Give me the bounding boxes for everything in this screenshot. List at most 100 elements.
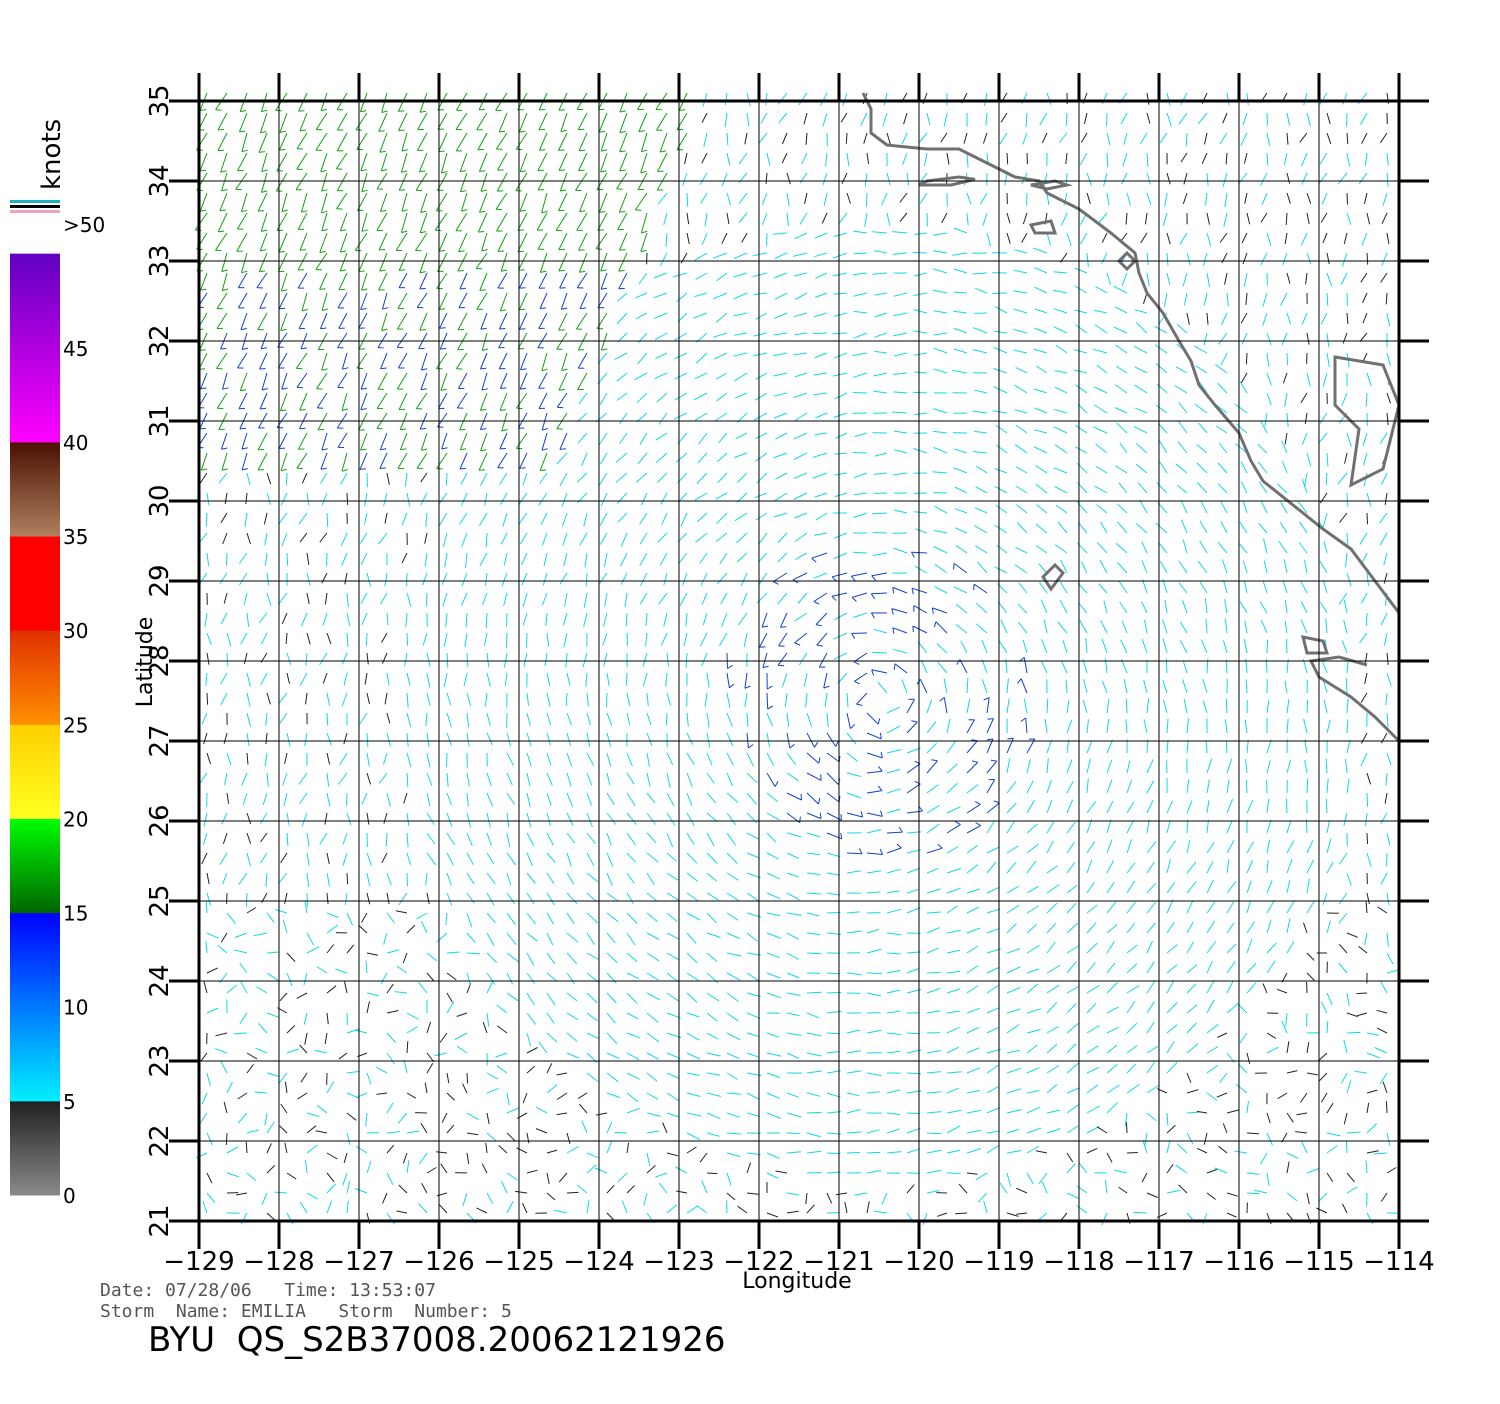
wind-vector (1067, 1126, 1078, 1133)
wind-vector (497, 173, 507, 191)
wind-vector (1347, 779, 1349, 793)
colorbar-band-25-30 (10, 630, 60, 725)
wind-vector (1367, 513, 1368, 524)
wind-vector (1047, 1066, 1059, 1073)
wind-barb (780, 627, 786, 628)
wind-vector (902, 133, 907, 144)
wind-vector (1307, 953, 1314, 960)
wind-vector (640, 533, 647, 544)
wind-vector (1107, 719, 1109, 733)
wind-vector (544, 553, 547, 566)
wind-vector (1187, 1112, 1200, 1113)
wind-vector (775, 253, 787, 259)
wind-vector (815, 433, 828, 435)
wind-vector (1215, 364, 1227, 373)
wind-vector (1176, 464, 1187, 473)
wind-vector (647, 893, 658, 902)
wind-vector (282, 533, 287, 546)
wind-vector (1387, 933, 1389, 947)
wind-vector (1107, 760, 1112, 773)
wind-vector (435, 1053, 447, 1056)
wind-vector (1084, 680, 1087, 694)
wind-vector (927, 948, 939, 953)
wind-vector (1367, 1213, 1373, 1224)
wind-vector (1287, 821, 1291, 833)
wind-vector (1120, 602, 1127, 613)
wind-vector (661, 493, 667, 505)
wind-vector (778, 653, 787, 665)
wind-barb (261, 230, 267, 231)
wind-vector (927, 824, 939, 833)
wind-vector (683, 573, 687, 585)
wind-vector (1267, 353, 1269, 367)
longitude-tick-label: −123 (643, 1247, 714, 1277)
wind-vector (1326, 618, 1327, 633)
wind-vector (567, 853, 571, 867)
wind-vector (722, 233, 727, 244)
wind-vector (407, 693, 408, 708)
wind-vector (507, 1201, 513, 1213)
wind-vector (587, 1013, 597, 1021)
wind-vector (716, 313, 727, 323)
wind-vector (914, 512, 927, 513)
wind-vector (1102, 233, 1107, 243)
wind-vector (227, 1147, 238, 1153)
wind-vector (887, 809, 901, 813)
wind-barb (281, 329, 287, 330)
wind-vector (221, 933, 227, 942)
wind-vector (1014, 350, 1027, 353)
wind-vector (1267, 393, 1271, 405)
wind-vector (1176, 1165, 1187, 1173)
wind-vector (674, 393, 687, 400)
wind-vector (523, 1093, 527, 1103)
wind-vector (265, 533, 267, 545)
wind-vector (1287, 699, 1289, 713)
wind-vector (853, 613, 867, 617)
wind-vector (299, 773, 307, 785)
wind-vector (1075, 268, 1087, 273)
wind-barb (281, 290, 287, 291)
wind-vector (1225, 193, 1227, 207)
wind-vector (675, 333, 687, 340)
wind-vector (496, 193, 507, 209)
wind-vector (795, 413, 807, 421)
wind-vector (867, 929, 879, 933)
wind-vector (1200, 582, 1207, 593)
wind-vector (227, 633, 231, 646)
wind-vector (944, 679, 947, 693)
wind-vector (1224, 580, 1228, 593)
wind-vector (397, 373, 407, 389)
wind-vector (947, 741, 956, 753)
wind-barb (481, 368, 487, 369)
wind-vector (327, 913, 338, 918)
wind-vector (1107, 861, 1114, 873)
wind-vector (1217, 1093, 1227, 1097)
wind-vector (1183, 661, 1187, 674)
wind-barb (817, 645, 823, 646)
wind-barb (899, 827, 902, 832)
wind-vector (355, 233, 367, 250)
wind-vector (299, 313, 307, 329)
wind-vector (767, 1213, 778, 1217)
wind-vector (300, 1045, 307, 1053)
wind-vector (620, 113, 627, 133)
wind-vector (833, 253, 847, 258)
wind-barb (857, 704, 863, 705)
wind-vector (1320, 93, 1327, 105)
wind-barb (841, 833, 842, 839)
wind-vector (1366, 613, 1367, 626)
wind-vector (561, 113, 567, 132)
wind-vector (477, 293, 487, 309)
wind-vector (264, 513, 267, 524)
wind-vector (787, 993, 801, 995)
wind-barb (200, 110, 206, 111)
wind-vector (1184, 699, 1187, 713)
wind-vector (638, 453, 647, 464)
wind-vector (757, 473, 767, 483)
wind-vector (1387, 673, 1391, 686)
wind-vector (447, 853, 454, 865)
wind-vector (467, 953, 480, 954)
wind-vector (741, 573, 747, 586)
wind-vector (1239, 543, 1247, 553)
wind-vector (304, 1013, 307, 1025)
